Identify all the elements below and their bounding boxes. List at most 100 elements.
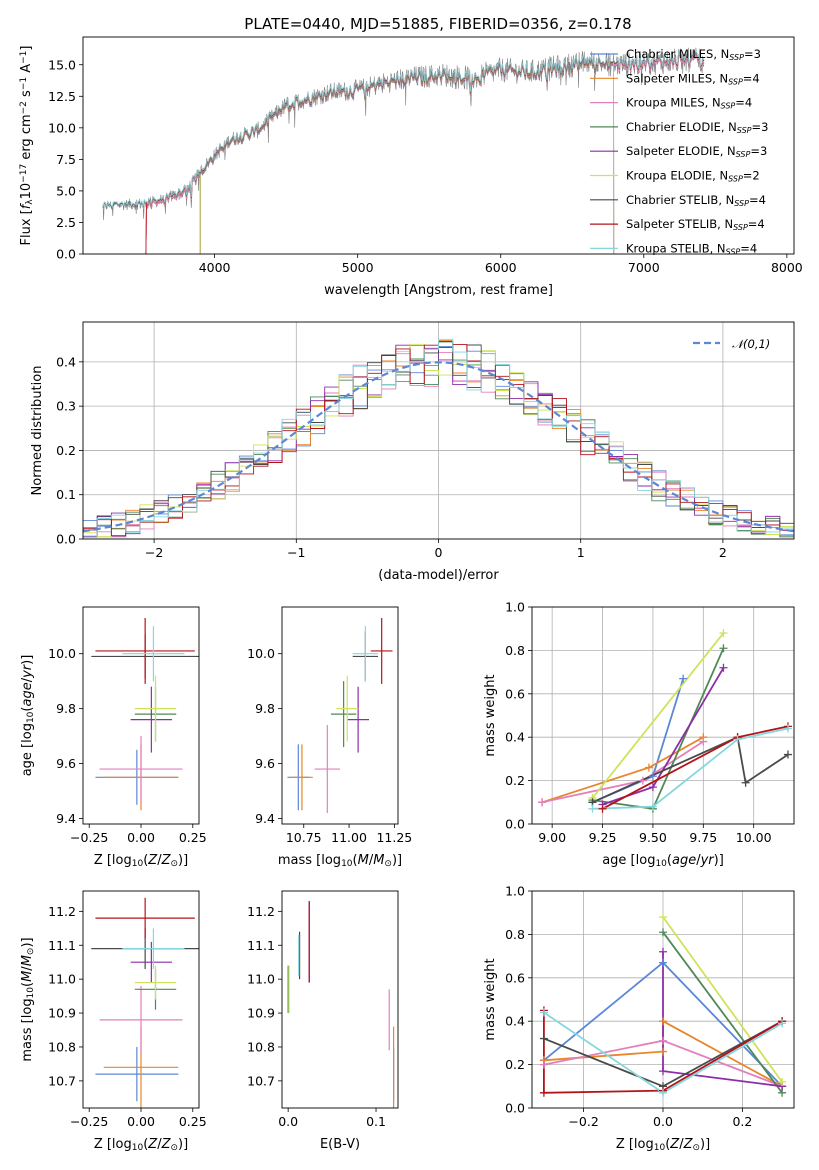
weight-marker xyxy=(644,763,653,772)
histogram-kroupa-miles xyxy=(83,351,794,538)
y-tick-label: 10.9 xyxy=(48,1006,76,1021)
x-tick-label: 2 xyxy=(719,545,727,560)
y-tick-label: 0.8 xyxy=(505,927,525,942)
axes-frame xyxy=(281,606,399,825)
mass_vs_Z-panel: −0.25 0.00 0.25 10.7 10.8 10.9 11.0 11.1 11.2 Z [… xyxy=(20,890,207,1153)
y-tick-label: 0.6 xyxy=(505,686,525,701)
x-axis-label: Z [log10(Z/Z⊙)] xyxy=(94,853,188,869)
mass_vs_EBV-panel: 0.0 0.1 10.7 10.8 10.9 11.0 11.1 11.2 E(B-V) xyxy=(247,890,399,1152)
y-tick-label: 1.0 xyxy=(505,600,525,615)
weight-marker xyxy=(719,663,728,672)
model-spectrum-kroupa-stelib xyxy=(102,49,705,209)
age_vs_mass-plot-area xyxy=(287,617,393,814)
weight-marker xyxy=(741,778,750,787)
y-tick-label: 0.1 xyxy=(56,487,76,502)
y-tick-label: 0.3 xyxy=(56,399,76,414)
age_vs_Z-plot-area xyxy=(91,617,199,811)
axes-frame xyxy=(531,606,795,825)
axes-frame xyxy=(82,890,200,1109)
x-tick-label: 0.0 xyxy=(653,1114,673,1129)
weight-marker xyxy=(598,804,607,813)
panels: 4000 5000 6000 7000 80000.02.55.07.510.012.5… xyxy=(19,36,803,1153)
y-tick-label: 0.0 xyxy=(505,1101,525,1116)
x-axis-label: age [log10(age/yr)] xyxy=(602,853,724,869)
weight-marker xyxy=(659,1067,667,1076)
y-tick-label: 5.0 xyxy=(56,183,76,198)
weight-marker xyxy=(783,724,792,733)
x-tick-label: −0.25 xyxy=(70,830,108,845)
figure-title: PLATE=0440, MJD=51885, FIBERID=0356, z=0… xyxy=(244,15,631,33)
age_vs_Z-panel: −0.25 0.00 0.25 9.4 9.6 9.8 10.0 Z [log10(Z/Z⊙)… xyxy=(20,606,207,869)
y-tick-label: 0.0 xyxy=(505,817,525,832)
legend-label: Chabrier ELODIE, NSSP=3 xyxy=(626,120,768,135)
y-tick-label: 11.0 xyxy=(247,972,275,987)
axes-frame xyxy=(82,36,795,255)
weight-marker xyxy=(539,1088,548,1097)
legend-label: Kroupa MILES, NSSP=4 xyxy=(626,96,752,111)
y-tick-label: 0.4 xyxy=(505,1014,525,1029)
x-tick-label: 6000 xyxy=(485,260,517,275)
x-tick-label: −0.25 xyxy=(70,1114,108,1129)
normal-curve-line xyxy=(83,361,794,533)
x-axis-label: E(B-V) xyxy=(320,1137,360,1152)
residuals-plot-area xyxy=(83,322,794,539)
x-tick-label: 1 xyxy=(577,545,585,560)
x-axis-label: mass [log10(M/M⊙)] xyxy=(278,853,402,869)
weight-marker xyxy=(539,1034,548,1043)
weight-line-chabrier-stelib xyxy=(592,735,789,804)
spectrum-plot-area xyxy=(102,47,705,254)
weight_vs_Z-panel: −0.2 0.0 0.2 0.0 0.2 0.4 0.6 0.8 1.0 Z [log10(Z/Z… xyxy=(483,884,795,1153)
weight-marker xyxy=(778,1077,787,1086)
y-tick-label: 10.8 xyxy=(247,1039,275,1054)
weight-line-kroupa-elodie xyxy=(591,632,725,799)
x-tick-label: 0.25 xyxy=(179,1114,207,1129)
weight-marker xyxy=(659,928,667,937)
y-tick-label: 0.8 xyxy=(505,643,525,658)
x-tick-label: −2 xyxy=(145,545,163,560)
weight-marker xyxy=(648,772,657,781)
y-tick-label: 11.1 xyxy=(48,938,76,953)
weight-marker xyxy=(588,804,597,813)
y-tick-label: 10.9 xyxy=(247,1006,275,1021)
x-tick-label: 0.0 xyxy=(278,1114,298,1129)
legend-label: 𝒩(0,1) xyxy=(732,337,770,351)
y-tick-label: 0.2 xyxy=(505,773,525,788)
weight-marker xyxy=(539,1008,548,1017)
legend-label: Chabrier STELIB, NSSP=4 xyxy=(626,193,766,208)
x-tick-label: 0.25 xyxy=(179,830,207,845)
x-tick-label: 0 xyxy=(435,545,443,560)
y-tick-label: 11.2 xyxy=(48,904,76,919)
weight-marker xyxy=(783,750,792,759)
x-tick-label: 0.2 xyxy=(732,1114,752,1129)
x-tick-label: 0.00 xyxy=(127,830,155,845)
weight-marker xyxy=(659,1047,667,1056)
x-tick-label: 4000 xyxy=(199,260,231,275)
x-axis-label: Z [log10(Z/Z⊙)] xyxy=(94,1137,188,1153)
y-axis-label: Flux [fλ10−17 erg cm−2 s−1 A−1] xyxy=(19,46,35,246)
weight-marker xyxy=(778,1019,787,1028)
y-tick-label: 9.6 xyxy=(255,756,275,771)
y-tick-label: 0.4 xyxy=(56,354,76,369)
x-tick-label: 10.00 xyxy=(736,830,772,845)
x-tick-label: 9.75 xyxy=(689,830,717,845)
weight-marker xyxy=(659,1088,667,1097)
age_vs_mass-panel: 10.75 11.00 11.25 9.4 9.6 9.8 10.0 mass [log10(… xyxy=(247,606,412,869)
weight_vs_age-panel: 9.00 9.25 9.50 9.75 10.00 0.0 0.2 0.4 0.6 0.8 1.0 a… xyxy=(483,600,795,869)
legend-label: Salpeter STELIB, NSSP=4 xyxy=(626,217,765,232)
y-tick-label: 0.4 xyxy=(505,730,525,745)
y-tick-label: 12.5 xyxy=(48,89,76,104)
x-tick-label: −0.2 xyxy=(568,1114,598,1129)
legend-label: Salpeter ELODIE, NSSP=3 xyxy=(626,144,767,159)
y-tick-label: 0.0 xyxy=(56,532,76,547)
spectrum-panel: 4000 5000 6000 7000 8000 0.0 2.5 5.0 7.5 10.0 12.5… xyxy=(19,36,803,298)
weight-marker xyxy=(659,1017,667,1026)
y-tick-label: 10.0 xyxy=(48,120,76,135)
axes-frame xyxy=(82,606,200,825)
mass_vs_EBV-plot-area xyxy=(287,901,395,1108)
y-tick-label: 0.2 xyxy=(56,443,76,458)
weight-line-chabrier-elodie xyxy=(662,931,783,1094)
x-tick-label: 5000 xyxy=(342,260,374,275)
x-tick-label: 9.25 xyxy=(589,830,617,845)
histogram-salpeter-elodie xyxy=(83,344,794,538)
